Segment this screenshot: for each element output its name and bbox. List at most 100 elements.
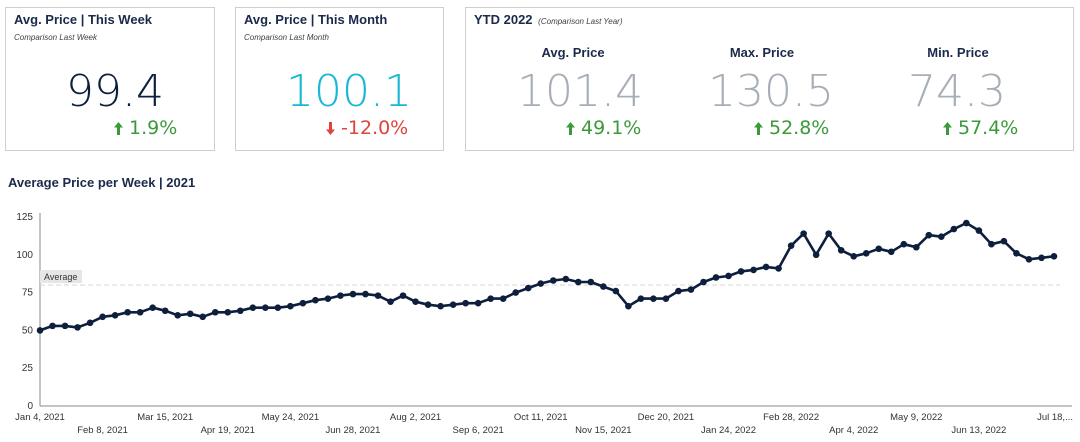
- data-point: [1000, 237, 1008, 245]
- data-point: [186, 310, 194, 318]
- arrow-up-icon: [943, 122, 952, 135]
- data-point: [762, 263, 770, 271]
- card-title: YTD 2022 (Comparison Last Year): [474, 12, 623, 27]
- data-point: [1038, 254, 1045, 262]
- kpi-change-avg-price: 49.1%: [566, 118, 641, 138]
- data-point: [136, 308, 144, 316]
- kpi-label-min-price: Min. Price: [927, 45, 989, 60]
- data-point: [274, 304, 282, 312]
- data-point: [474, 299, 482, 307]
- data-point: [437, 302, 444, 310]
- kpi-change-text: 52.8%: [769, 117, 830, 139]
- data-point: [975, 227, 983, 234]
- data-point: [1013, 249, 1020, 257]
- x-tick-label: Oct 11, 2021: [514, 412, 568, 423]
- y-tick-label: 50: [22, 325, 34, 336]
- card-title: Avg. Price | This Month: [244, 12, 388, 27]
- data-point: [549, 277, 557, 284]
- card-subtitle: Comparison Last Week: [14, 33, 97, 42]
- x-tick-label: Jun 28, 2021: [325, 425, 380, 436]
- data-point: [775, 265, 782, 272]
- data-point: [199, 313, 207, 321]
- kpi-card-this-month: Avg. Price | This Month Comparison Last …: [235, 7, 444, 151]
- x-tick-label: Apr 19, 2021: [201, 425, 255, 436]
- y-tick-label: 0: [27, 401, 33, 412]
- kpi-change-text: 1.9%: [129, 117, 178, 139]
- line-chart: 0 25 50 75 100 125 Average Jan 4, 2021 Mar 15, 2…: [15, 212, 1073, 436]
- data-point: [499, 295, 507, 302]
- average-label: Average: [44, 272, 77, 282]
- x-tick-label: Nov 15, 2021: [575, 425, 632, 436]
- kpi-value-avg-price: 101.4: [517, 66, 643, 117]
- arrow-up-icon: [566, 122, 575, 135]
- x-tick-label: Jan 4, 2021: [15, 412, 65, 423]
- data-point: [537, 280, 545, 287]
- data-point: [49, 322, 56, 330]
- data-point: [662, 295, 670, 302]
- data-point: [124, 308, 131, 316]
- data-point: [362, 290, 369, 298]
- kpi-value: 100.1: [286, 66, 412, 117]
- ytd-subtitle: (Comparison Last Year): [538, 17, 623, 26]
- data-point: [424, 301, 432, 308]
- arrow-down-icon: [326, 122, 335, 135]
- data-point: [299, 299, 307, 307]
- data-point: [412, 298, 419, 305]
- data-point: [925, 231, 933, 239]
- data-point: [787, 242, 795, 250]
- kpi-change-max-price: 52.8%: [754, 118, 829, 138]
- kpi-label-avg-price: Avg. Price: [541, 45, 605, 60]
- data-point: [562, 275, 570, 283]
- data-point: [887, 248, 895, 256]
- data-point: [224, 308, 232, 316]
- data-point: [99, 313, 106, 321]
- data-point: [211, 308, 219, 316]
- data-point: [950, 225, 958, 233]
- kpi-change-text: 57.4%: [958, 117, 1019, 139]
- data-point: [337, 292, 344, 299]
- data-point: [262, 304, 269, 312]
- data-point: [587, 278, 595, 286]
- data-point: [462, 299, 469, 307]
- average-label-background: [40, 270, 82, 284]
- y-tick-label: 25: [22, 363, 34, 374]
- data-point: [900, 240, 908, 248]
- data-point: [988, 240, 995, 248]
- kpi-change-text: 49.1%: [581, 117, 642, 139]
- data-point: [449, 301, 457, 308]
- arrow-up-icon: [754, 122, 763, 135]
- data-point: [387, 298, 394, 305]
- x-tick-label: Jan 24, 2022: [701, 425, 756, 436]
- kpi-change: 1.9%: [114, 118, 177, 138]
- kpi-card-this-week: Avg. Price | This Week Comparison Last W…: [5, 7, 215, 151]
- data-point: [111, 311, 119, 319]
- data-point: [700, 278, 707, 286]
- data-point: [600, 283, 607, 290]
- data-point: [737, 268, 745, 275]
- data-point: [61, 322, 69, 330]
- x-tick-label: Aug 2, 2021: [390, 412, 441, 423]
- chart-title: Average Price per Week | 2021: [8, 175, 196, 190]
- data-point: [800, 230, 807, 237]
- kpi-card-ytd: YTD 2022 (Comparison Last Year) Avg. Pri…: [465, 7, 1074, 151]
- data-point: [36, 327, 44, 334]
- data-point: [74, 324, 81, 331]
- data-point: [399, 292, 407, 299]
- data-point: [650, 295, 657, 302]
- data-point: [850, 253, 858, 260]
- data-point: [349, 290, 357, 298]
- data-point: [812, 251, 820, 259]
- data-point: [612, 287, 620, 295]
- x-tick-label: May 9, 2022: [890, 412, 942, 423]
- data-point: [236, 307, 244, 315]
- data-point: [750, 266, 757, 274]
- data-point: [837, 246, 845, 254]
- data-point: [174, 311, 182, 319]
- data-point: [912, 243, 920, 251]
- data-point: [1050, 253, 1058, 260]
- data-point: [512, 289, 520, 296]
- data-point: [675, 287, 682, 295]
- kpi-value-max-price: 130.5: [708, 66, 834, 117]
- kpi-change-text: -12.0%: [341, 117, 409, 139]
- data-point: [86, 319, 94, 327]
